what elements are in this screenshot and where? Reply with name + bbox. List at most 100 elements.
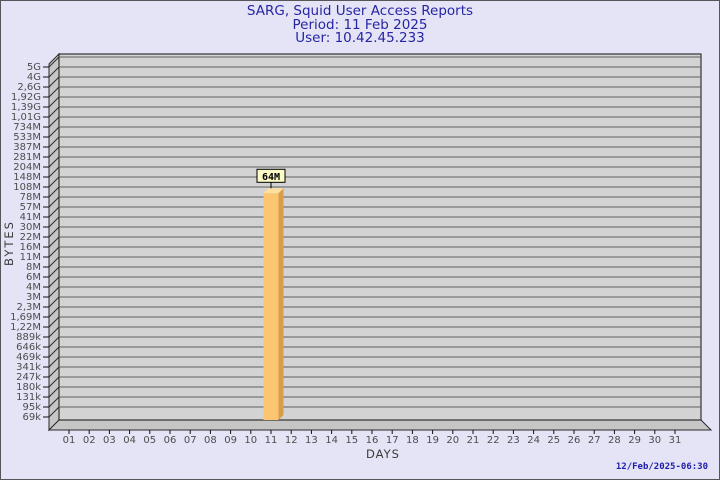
- y-tick-label: 1,69M: [10, 312, 41, 323]
- x-tick-label: 30: [648, 435, 661, 446]
- y-tick-label: 108M: [13, 182, 41, 193]
- wall-gridline: [48, 236, 60, 248]
- y-tick-label: 11M: [20, 252, 41, 263]
- x-tick-label: 27: [588, 435, 601, 446]
- wall-gridline: [48, 76, 60, 88]
- wall-gridline: [48, 306, 60, 318]
- x-tick-label: 08: [204, 435, 217, 446]
- y-tick-label: 30M: [20, 222, 41, 233]
- wall-gridline: [48, 156, 60, 168]
- bar-value-label: 64M: [262, 172, 280, 183]
- wall-gridline: [48, 66, 60, 78]
- wall-gridline: [48, 206, 60, 218]
- y-tick-label: 889k: [16, 332, 41, 343]
- wall-gridline: [48, 186, 60, 198]
- wall-gridline: [48, 316, 60, 328]
- y-tick-label: 148M: [13, 172, 41, 183]
- x-tick-label: 15: [345, 435, 358, 446]
- wall-gridline: [48, 176, 60, 188]
- bar-front-face: [263, 193, 279, 420]
- y-tick-label: 2,3M: [16, 302, 41, 313]
- wall-gridline: [48, 356, 60, 368]
- wall-gridline: [48, 376, 60, 388]
- x-tick-label: 22: [487, 435, 500, 446]
- y-tick-label: 22M: [20, 232, 41, 243]
- y-tick-label: 4M: [26, 282, 41, 293]
- y-tick-label: 57M: [20, 202, 41, 213]
- y-tick-label: 1,01G: [11, 112, 41, 123]
- x-tick-label: 28: [608, 435, 621, 446]
- y-tick-label: 533M: [13, 132, 41, 143]
- wall-gridline: [48, 146, 60, 158]
- x-tick-label: 24: [527, 435, 540, 446]
- wall-gridline: [48, 226, 60, 238]
- x-tick-label: 04: [123, 435, 136, 446]
- x-tick-label: 13: [305, 435, 318, 446]
- y-tick-label: 1,22M: [10, 322, 41, 333]
- bottom-floor-3d: [47, 419, 713, 431]
- wall-gridline: [48, 396, 60, 408]
- x-tick-label: 05: [143, 435, 156, 446]
- wall-gridline: [48, 386, 60, 398]
- y-tick-label: 78M: [20, 192, 41, 203]
- y-tick-label: 180k: [16, 382, 41, 393]
- wall-gridline: [48, 56, 60, 68]
- chart-title-block: SARG, Squid User Access Reports Period: …: [1, 3, 719, 46]
- wall-gridline: [48, 366, 60, 378]
- wall-gridline: [48, 106, 60, 118]
- wall-gridline: [48, 116, 60, 128]
- wall-gridline: [48, 246, 60, 258]
- x-tick-label: 02: [83, 435, 96, 446]
- chart-title: SARG, Squid User Access Reports: [246, 3, 474, 19]
- y-tick-label: 3M: [26, 292, 41, 303]
- y-tick-label: 204M: [13, 162, 41, 173]
- wall-gridline: [48, 296, 60, 308]
- y-tick-label: 131k: [16, 392, 41, 403]
- x-tick-label: 17: [386, 435, 399, 446]
- bar-side-face: [278, 188, 284, 420]
- x-tick-label: 19: [426, 435, 439, 446]
- x-axis-title: DAYS: [366, 447, 400, 461]
- wall-gridline: [48, 256, 60, 268]
- y-tick-label: 8M: [26, 262, 41, 273]
- x-tick-label: 31: [669, 435, 682, 446]
- x-tick-label: 20: [446, 435, 459, 446]
- chart-user-subtitle: User: 10.42.45.233: [295, 30, 425, 46]
- generation-timestamp: 12/Feb/2025-06:30: [615, 462, 708, 472]
- x-tick-label: 06: [164, 435, 177, 446]
- wall-gridline: [48, 276, 60, 288]
- x-tick-label: 21: [467, 435, 480, 446]
- bar-value-box: [256, 168, 286, 183]
- y-tick-label: 69k: [22, 412, 41, 423]
- x-tick-label: 26: [568, 435, 581, 446]
- wall-gridline: [48, 336, 60, 348]
- y-tick-label: 6M: [26, 272, 41, 283]
- x-tick-label: 14: [325, 435, 338, 446]
- y-tick-label: 387M: [13, 142, 41, 153]
- x-tick-label: 10: [244, 435, 257, 446]
- chart-period-subtitle: Period: 11 Feb 2025: [292, 16, 428, 33]
- x-tick-label: 16: [366, 435, 379, 446]
- y-tick-label: 16M: [20, 242, 41, 253]
- y-tick-label: 2,6G: [17, 82, 41, 93]
- wall-gridline: [48, 196, 60, 208]
- x-tick-label: 23: [507, 435, 520, 446]
- y-tick-label: 1,39G: [11, 102, 41, 113]
- wall-gridline: [48, 166, 60, 178]
- y-tick-label: 469k: [16, 352, 41, 363]
- x-tick-label: 01: [63, 435, 76, 446]
- y-tick-label: 734M: [13, 122, 41, 133]
- wall-gridline: [48, 266, 60, 278]
- x-tick-label: 12: [285, 435, 298, 446]
- wall-gridline: [48, 96, 60, 108]
- wall-gridline: [48, 136, 60, 148]
- y-tick-label: 1,92G: [11, 92, 41, 103]
- wall-gridline: [48, 86, 60, 98]
- y-tick-label: 4G: [27, 72, 41, 83]
- y-tick-label: 95k: [22, 402, 41, 413]
- y-tick-label: 341k: [16, 362, 41, 373]
- bar-top-face: [263, 188, 284, 194]
- x-tick-label: 03: [103, 435, 116, 446]
